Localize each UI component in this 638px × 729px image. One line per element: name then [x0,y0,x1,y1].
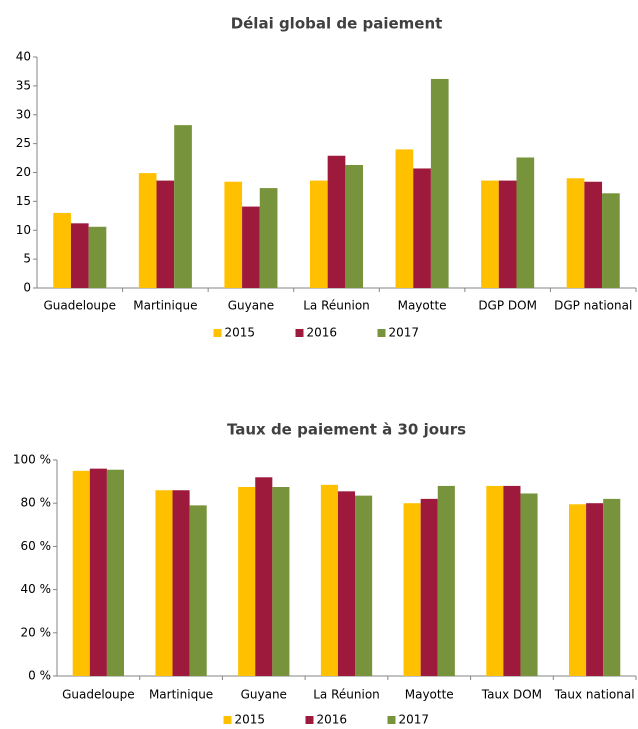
bar [53,212,71,288]
y-tick-label: 20 % [21,625,52,639]
bar [70,223,89,288]
legend-label: 2017 [399,713,430,727]
bar [569,504,587,676]
x-tick-label: DGP national [554,299,632,313]
legend-swatch [213,329,222,337]
legend-label: 2016 [307,326,338,340]
y-tick-label: 25 [16,136,31,150]
bar [520,493,538,676]
bar [138,173,157,288]
x-tick-label: Guadeloupe [44,299,117,313]
bar [174,125,192,289]
bar [602,193,620,288]
bar [155,490,173,676]
bar [238,487,256,676]
x-tick-label: Mayotte [398,299,447,313]
bar [498,180,517,288]
bar [106,469,124,676]
x-tick-label: Taux DOM [481,688,542,702]
y-tick-label: 0 [23,281,31,295]
bar [88,226,107,288]
bar [345,164,364,288]
x-tick-label: Martinique [133,299,197,313]
bar [395,149,414,288]
x-tick-label: Martinique [149,688,213,702]
y-tick-label: 40 [16,50,31,64]
bar [586,503,604,676]
x-tick-label: Taux national [554,688,635,702]
x-tick-label: DGP DOM [478,299,537,313]
bar [189,505,207,676]
bar [503,485,521,676]
legend-swatch [223,716,232,724]
bar [156,180,175,288]
y-tick-label: 0 % [28,669,51,683]
y-tick-label: 100 % [13,453,51,467]
legend-label: 2016 [317,713,348,727]
bar [327,155,346,288]
x-tick-label: La Réunion [303,299,370,313]
bar [355,495,373,676]
legend-label: 2015 [235,713,266,727]
bar [242,206,260,288]
bar [224,181,243,288]
y-tick-label: 15 [16,194,31,208]
legend-label: 2017 [389,326,420,340]
x-tick-label: La Réunion [313,688,380,702]
bar [566,178,585,288]
bar [309,180,328,288]
bar [584,181,603,288]
bar [413,168,431,288]
bar [259,188,278,288]
legend-swatch [295,329,304,337]
legend-swatch [377,329,386,337]
y-tick-label: 10 [16,223,31,237]
y-tick-label: 35 [16,78,31,92]
bar [486,485,504,676]
legend-swatch [387,716,396,724]
bar [403,503,421,676]
y-tick-label: 20 [16,165,31,179]
y-tick-label: 40 % [21,582,52,596]
bar [437,485,455,676]
bar [430,78,449,288]
bar [272,487,290,676]
y-tick-label: 5 [23,252,31,266]
bar [603,498,621,676]
bar [72,470,90,676]
y-tick-label: 80 % [21,496,52,510]
bar [481,180,499,288]
bar [516,157,535,288]
x-tick-label: Guyane [241,688,287,702]
x-tick-label: Guyane [228,299,274,313]
chart-title: Taux de paiement à 30 jours [227,421,466,439]
y-tick-label: 60 % [21,539,52,553]
bar [420,498,438,676]
bar [320,484,338,676]
x-tick-label: Mayotte [405,688,454,702]
y-tick-label: 30 [16,107,31,121]
bar [172,490,190,676]
bar [255,477,273,676]
x-tick-label: Guadeloupe [62,688,135,702]
chart-title: Délai global de paiement [231,15,443,33]
bar [337,491,356,676]
bar [89,468,107,676]
legend-label: 2015 [225,326,256,340]
legend-swatch [305,716,314,724]
